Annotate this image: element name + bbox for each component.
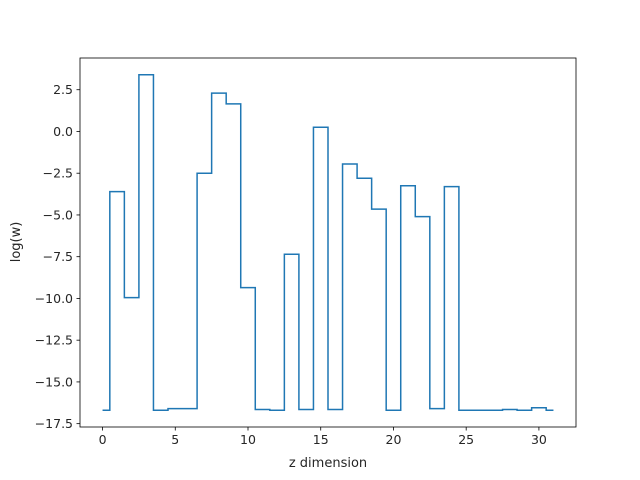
y-tick-label: −5.0 [43,207,73,222]
series-group [102,73,554,412]
y-tick-label: 2.5 [53,82,73,97]
x-tick-label: 0 [99,432,107,447]
plot-frame [79,57,577,428]
x-tick-label: 15 [313,432,329,447]
x-tick-label: 25 [458,432,474,447]
series-line-0 [102,73,554,412]
y-tick-label: −12.5 [35,333,73,348]
x-tick-label: 30 [531,432,547,447]
y-tick-label: −7.5 [43,249,73,264]
y-tick-label: −17.5 [35,416,73,431]
y-tick-label: −10.0 [35,291,73,306]
x-axis-label: z dimension [289,456,367,471]
y-tick-label: −2.5 [43,166,73,181]
y-tick-label: −15.0 [35,374,73,389]
x-axis: 0 5 10 15 20 25 30 [99,427,547,447]
x-tick-label: 5 [171,432,179,447]
y-tick-label: 0.0 [53,124,73,139]
y-axis-label: log(w) [9,222,24,263]
y-axis: −17.5 −15.0 −12.5 −10.0 −7.5 −5.0 −2.5 0.0 2.5 [35,82,80,431]
x-tick-label: 10 [240,432,256,447]
x-tick-label: 20 [386,432,402,447]
